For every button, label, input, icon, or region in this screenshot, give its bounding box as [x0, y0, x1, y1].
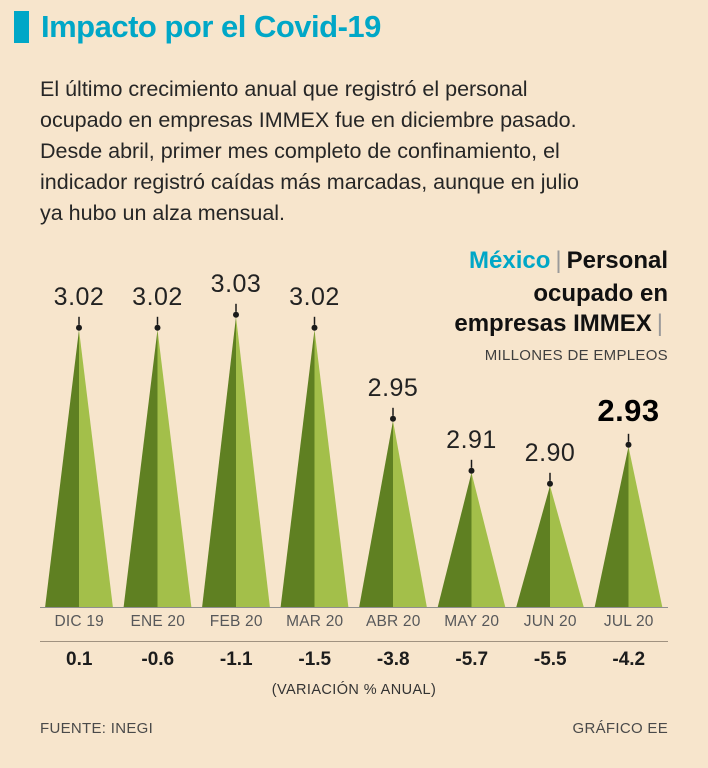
chart-title-line-3: empresas IMMEX | [454, 309, 668, 342]
value-label: 3.03 [210, 269, 262, 298]
peak-marker-dot [233, 311, 239, 318]
peak-marker-dot [311, 324, 318, 331]
intro-line: Desde abril, primer mes completo de conf… [40, 139, 560, 163]
value-label: 2.95 [367, 373, 419, 402]
variation-value: -3.8 [376, 649, 410, 670]
source-label: FUENTE: INEGI [40, 720, 154, 737]
peak-light-half [157, 329, 192, 608]
chart-title-line-2: ocupado en [533, 280, 668, 307]
value-label: 3.02 [289, 282, 340, 311]
peak-light-half [393, 420, 427, 608]
x-axis-label: JUN 20 [523, 613, 577, 630]
value-label: 3.02 [53, 282, 105, 311]
x-axis-labels: DIC 19 ENE 20 FEB 20 MAR 20 ABR 20 MAY 2… [40, 613, 668, 631]
peak-light-half [550, 485, 584, 608]
intro-line: ocupado en empresas IMMEX fue en diciemb… [40, 108, 577, 132]
peak-marker-dot [547, 480, 553, 487]
value-label-highlight: 2.93 [597, 392, 660, 428]
intro-line: ya hubo un alza mensual. [40, 201, 286, 225]
variation-caption: (VARIACIÓN % ANUAL) [271, 682, 437, 698]
peak-dark-half [359, 420, 393, 608]
separator-bar: | [656, 310, 663, 337]
x-axis-label: FEB 20 [209, 613, 263, 630]
x-axis-label: DIC 19 [54, 613, 104, 630]
peaks-chart [45, 303, 663, 608]
chart-unit-label: MILLONES DE EMPLEOS [484, 347, 668, 364]
axis-baseline [40, 607, 668, 608]
footer: FUENTE: INEGI GRÁFICO EE [40, 720, 668, 737]
peak-dark-half [45, 329, 79, 608]
value-label: 2.90 [524, 438, 576, 467]
x-axis-label: ENE 20 [130, 613, 186, 630]
peak-marker-dot [76, 324, 82, 331]
variation-row: 0.1 -0.6 -1.1 -1.5 -3.8 -5.7 -5.5 -4.2 [40, 649, 668, 671]
peak-light-half [314, 329, 349, 608]
chart-title-text: Personal [566, 247, 668, 274]
peak-dark-half [516, 485, 550, 608]
variation-value: -1.1 [219, 649, 253, 670]
peak-light-half [79, 329, 113, 608]
page-title: Impacto por el Covid-19 [41, 9, 381, 44]
peak-marker-dot [154, 324, 161, 331]
variation-value: -4.2 [612, 649, 646, 670]
peak-dark-half [437, 472, 472, 608]
variation-value: -5.5 [533, 649, 567, 670]
peak-light-half [236, 316, 270, 608]
title-accent-square [14, 11, 29, 43]
peak-dark-half [123, 329, 158, 608]
x-axis-label: MAY 20 [444, 613, 500, 630]
chart-title: México | Personal ocupado en empresas IMME… [454, 246, 668, 365]
peak-dark-half [594, 446, 629, 608]
value-label: 2.91 [446, 425, 497, 454]
chart-title-region: México [469, 247, 551, 274]
header: Impacto por el Covid-19 [14, 9, 381, 45]
x-axis-label: ABR 20 [365, 613, 421, 630]
separator-bar: | [555, 247, 562, 274]
variation-value: -0.6 [141, 649, 175, 670]
credit-label: GRÁFICO EE [572, 720, 668, 737]
x-axis-label: JUL 20 [603, 613, 654, 630]
intro-line: indicador registró caídas más marcadas, … [40, 170, 579, 194]
chart-title-text: empresas IMMEX [454, 310, 652, 337]
value-label: 3.02 [132, 282, 183, 311]
variation-value: -1.5 [298, 649, 332, 670]
variation-value: 0.1 [66, 649, 93, 670]
peak-dark-half [202, 316, 236, 608]
peak-marker-dot [390, 415, 396, 422]
x-axis-label: MAR 20 [286, 613, 344, 630]
divider-line [40, 641, 668, 642]
chart-title-line-1: México | Personal [454, 246, 668, 279]
peak-marker-dot [468, 467, 475, 474]
peak-light-half [471, 472, 506, 608]
variation-value: -5.7 [455, 649, 489, 670]
peak-light-half [628, 446, 663, 608]
intro-line: El último crecimiento anual que registró… [40, 77, 528, 101]
peak-dark-half [280, 329, 315, 608]
peak-marker-dot [625, 441, 632, 448]
intro-paragraph: El último crecimiento anual que registró… [40, 74, 680, 229]
